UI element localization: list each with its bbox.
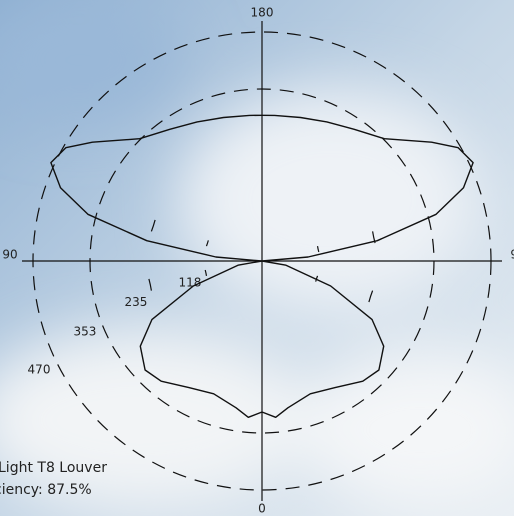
angle-label: 0 [258, 502, 266, 516]
page: 118 235 353 470 0 90 180 90 Light T8 Louver cie… [0, 0, 514, 516]
note: ciency: 87.5% [0, 482, 92, 498]
angle-label: 90 [510, 248, 514, 262]
r-tick-label: 353 [73, 324, 96, 338]
note: Light T8 Louver [0, 460, 107, 476]
angle-label: 90 [2, 248, 17, 262]
chart: 118 235 353 470 0 90 180 90 Light T8 Louver cie… [0, 0, 514, 516]
r-tick-label: 235 [124, 295, 147, 309]
r-tick-label: 118 [178, 275, 201, 289]
r-tick-label: 470 [28, 362, 51, 376]
angle-label: 180 [251, 6, 274, 20]
